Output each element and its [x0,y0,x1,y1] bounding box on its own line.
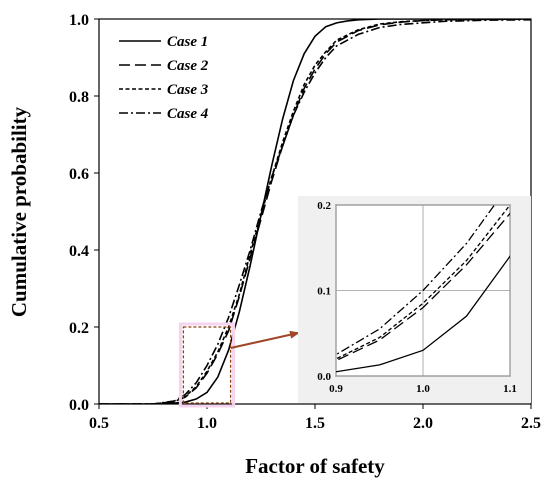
legend-label-case-4: Case 4 [167,106,209,122]
y-tick-label: 1.0 [69,12,89,29]
legend-label-case-2: Case 2 [167,58,209,74]
legend: Case 1 Case 2 Case 3 Case 4 [119,34,209,122]
legend-label-case-1: Case 1 [167,34,208,50]
y-tick-label: 0.8 [69,89,89,106]
x-tick-label: 2.5 [521,415,541,432]
inset-series-line-case-3 [336,205,510,360]
x-tick-label: 1.5 [305,415,325,432]
zoom-box [182,326,232,404]
x-tick-label: 0.5 [89,415,109,432]
main-series [99,19,531,404]
series-line-case-3 [99,19,531,404]
series-line-case-4 [99,19,531,404]
y-tick-label: 0.2 [69,320,89,337]
zoom-arrow [230,330,300,349]
inset-x-tick-label: 1.0 [416,383,430,395]
inset-y-tick-label: 0.0 [317,371,331,383]
y-tick-label: 0.0 [69,397,89,414]
inset-x-tick-label: 0.9 [329,383,343,395]
x-tick-label: 1.0 [197,415,217,432]
zoom-indicator [178,322,300,408]
inset-series-line-case-1 [336,254,510,373]
y-tick-label: 0.6 [69,166,89,183]
y-axis-label: Cumulative probability [7,106,31,317]
y-tick-label: 0.4 [69,243,89,260]
series-line-case-1 [99,19,531,404]
main-ticks: 0.5 1.0 1.5 2.0 2.5 0.0 0.2 0.4 0.6 0.8 1.0 [69,12,541,432]
inset-ticks: 0.9 1.0 1.1 0.0 0.1 0.2 [317,200,517,395]
legend-label-case-3: Case 3 [167,82,209,98]
x-axis-label: Factor of safety [245,454,385,478]
inset-series [336,205,510,373]
inset-y-tick-label: 0.2 [317,200,331,212]
zoom-box-halo [178,322,236,408]
x-tick-label: 2.0 [413,415,433,432]
inset-y-tick-label: 0.1 [317,286,331,298]
inset-x-tick-label: 1.1 [503,383,517,395]
